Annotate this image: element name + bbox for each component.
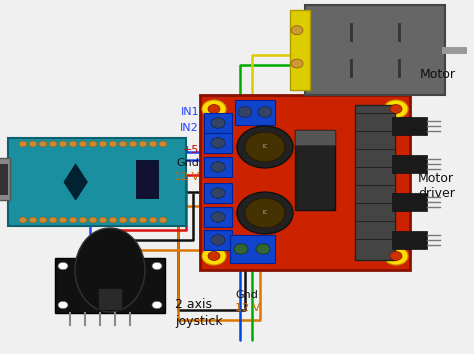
- Text: 12 V: 12 V: [235, 303, 260, 313]
- Circle shape: [139, 217, 147, 223]
- Text: IC: IC: [262, 144, 268, 149]
- Circle shape: [159, 217, 167, 223]
- Circle shape: [258, 107, 272, 117]
- Bar: [235, 100, 275, 125]
- Text: Motor: Motor: [418, 171, 454, 184]
- Circle shape: [211, 138, 225, 148]
- Circle shape: [149, 217, 157, 223]
- Circle shape: [234, 244, 248, 254]
- Circle shape: [69, 141, 77, 147]
- Circle shape: [152, 301, 162, 309]
- Circle shape: [99, 217, 107, 223]
- Circle shape: [202, 100, 226, 118]
- Text: joystick: joystick: [175, 315, 223, 329]
- Circle shape: [39, 217, 47, 223]
- Bar: [305, 5, 445, 95]
- Bar: [204, 230, 232, 250]
- Circle shape: [384, 247, 408, 265]
- Circle shape: [79, 141, 87, 147]
- Circle shape: [69, 217, 77, 223]
- Circle shape: [79, 217, 87, 223]
- Text: Gnd: Gnd: [176, 158, 199, 168]
- Circle shape: [49, 217, 57, 223]
- Bar: [392, 117, 427, 135]
- Circle shape: [49, 141, 57, 147]
- Circle shape: [59, 141, 67, 147]
- Bar: [136, 160, 158, 198]
- Text: Motor: Motor: [420, 69, 456, 81]
- Circle shape: [211, 188, 225, 198]
- Circle shape: [152, 262, 162, 270]
- Text: 2 axis: 2 axis: [175, 298, 212, 312]
- Text: +5: +5: [182, 145, 199, 155]
- Circle shape: [129, 217, 137, 223]
- Bar: [98, 288, 122, 310]
- Circle shape: [245, 198, 285, 228]
- Circle shape: [139, 141, 147, 147]
- Circle shape: [245, 132, 285, 162]
- Circle shape: [238, 107, 252, 117]
- Circle shape: [129, 141, 137, 147]
- Text: IN2: IN2: [180, 123, 199, 133]
- Circle shape: [159, 141, 167, 147]
- Circle shape: [237, 126, 293, 168]
- Circle shape: [202, 247, 226, 265]
- Circle shape: [211, 118, 225, 128]
- Circle shape: [384, 100, 408, 118]
- Text: 12 V: 12 V: [174, 172, 199, 182]
- Circle shape: [149, 141, 157, 147]
- Polygon shape: [64, 164, 87, 200]
- Circle shape: [291, 59, 303, 68]
- Bar: [0, 164, 7, 194]
- Circle shape: [89, 141, 97, 147]
- Bar: [204, 207, 232, 227]
- Bar: [392, 155, 427, 173]
- Circle shape: [89, 217, 97, 223]
- Bar: [204, 183, 232, 203]
- Circle shape: [211, 212, 225, 222]
- Circle shape: [58, 262, 68, 270]
- Circle shape: [109, 141, 117, 147]
- Circle shape: [29, 141, 37, 147]
- Bar: [55, 258, 165, 313]
- Bar: [8, 138, 186, 226]
- Circle shape: [237, 192, 293, 234]
- Text: IC: IC: [262, 211, 268, 216]
- Circle shape: [39, 141, 47, 147]
- Bar: [0, 158, 10, 200]
- Circle shape: [211, 235, 225, 245]
- Ellipse shape: [75, 228, 145, 312]
- Circle shape: [109, 217, 117, 223]
- Bar: [392, 193, 427, 211]
- Circle shape: [390, 104, 402, 114]
- Bar: [355, 105, 395, 260]
- Bar: [200, 95, 410, 270]
- Circle shape: [256, 244, 270, 254]
- Circle shape: [59, 217, 67, 223]
- Bar: [204, 133, 232, 153]
- Bar: [204, 113, 232, 133]
- Text: driver: driver: [418, 188, 455, 200]
- Bar: [204, 157, 232, 177]
- Circle shape: [208, 252, 220, 261]
- Bar: [392, 231, 427, 249]
- Circle shape: [58, 301, 68, 309]
- Bar: [230, 235, 275, 263]
- Text: Gnd: Gnd: [235, 290, 258, 300]
- Circle shape: [119, 217, 127, 223]
- Text: IN1: IN1: [181, 107, 199, 117]
- Circle shape: [119, 141, 127, 147]
- Bar: [295, 130, 335, 210]
- Circle shape: [208, 104, 220, 114]
- Circle shape: [19, 141, 27, 147]
- Bar: [295, 130, 335, 145]
- Circle shape: [291, 26, 303, 35]
- Bar: [290, 10, 310, 90]
- Circle shape: [99, 141, 107, 147]
- Circle shape: [390, 252, 402, 261]
- Circle shape: [19, 217, 27, 223]
- Circle shape: [211, 162, 225, 172]
- Circle shape: [29, 217, 37, 223]
